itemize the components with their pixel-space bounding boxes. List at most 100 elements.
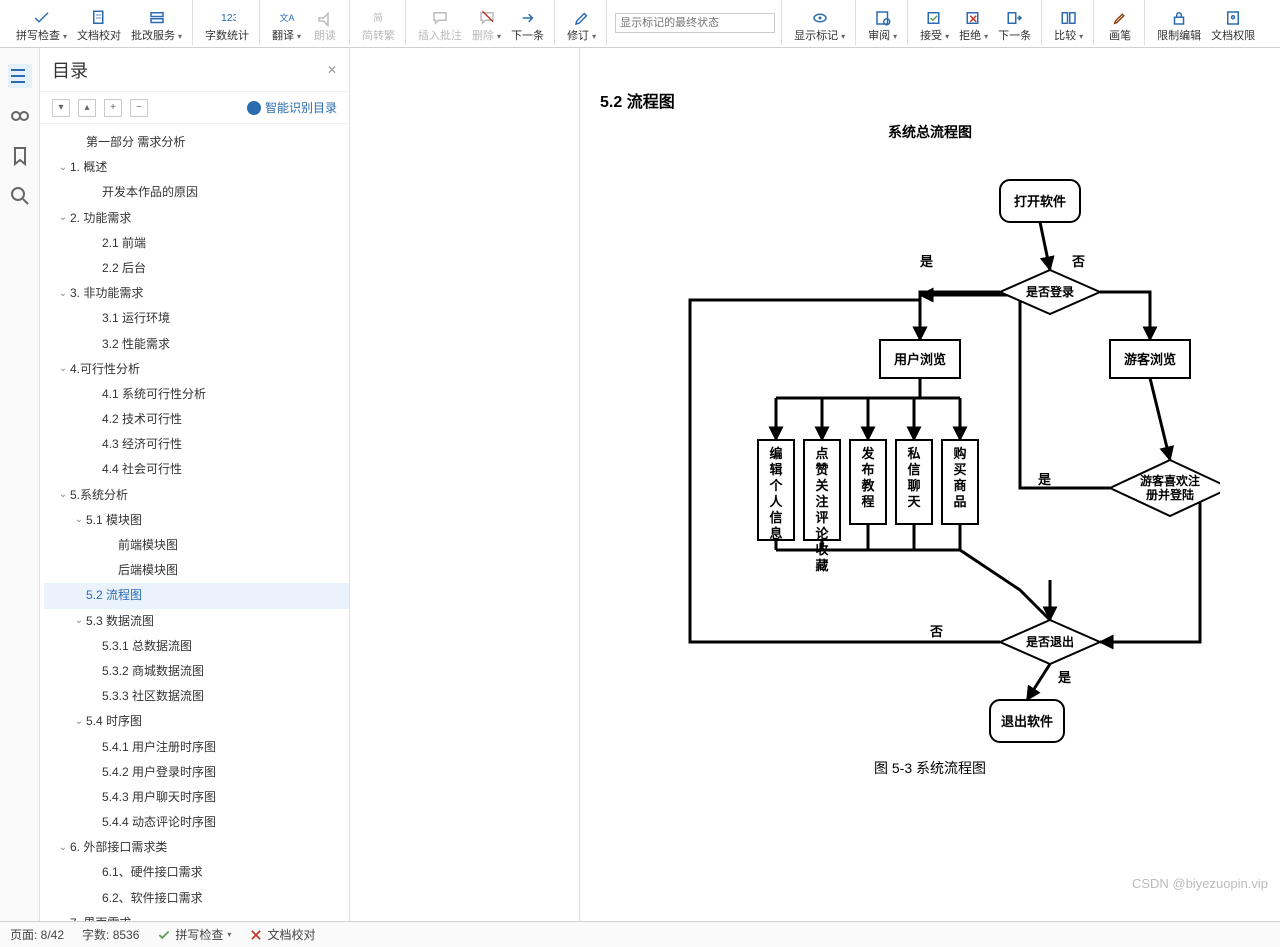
outline-item[interactable]: 4.4 社会可行性 <box>44 457 349 482</box>
outline-item[interactable]: ⌄6. 外部接口需求类 <box>44 835 349 860</box>
outline-tab-icon[interactable] <box>8 64 32 88</box>
toolbar-perm-button[interactable]: 文档权限 <box>1207 1 1259 45</box>
svg-text:信: 信 <box>907 462 920 477</box>
outline-item[interactable]: 4.1 系统可行性分析 <box>44 382 349 407</box>
outline-item[interactable]: 5.3.2 商城数据流图 <box>44 659 349 684</box>
toolbar-check-button[interactable]: 拼写检查 <box>12 1 71 45</box>
outline-item[interactable]: 4.3 经济可行性 <box>44 432 349 457</box>
outline-item-label: 3.1 运行环境 <box>102 309 341 328</box>
outline-item[interactable]: 5.4.2 用户登录时序图 <box>44 760 349 785</box>
collapse-all-icon[interactable]: ▴ <box>78 99 96 117</box>
outline-item[interactable]: ⌄5.3 数据流图 <box>44 609 349 634</box>
toolbar-lock-button[interactable]: 限制编辑 <box>1153 1 1205 45</box>
toolbar-accept-button[interactable]: 接受 <box>916 1 953 45</box>
level-down-icon[interactable]: − <box>130 99 148 117</box>
outline-item[interactable]: ⌄3. 非功能需求 <box>44 281 349 306</box>
outline-item[interactable]: 5.4.3 用户聊天时序图 <box>44 785 349 810</box>
outline-item[interactable]: 后端模块图 <box>44 558 349 583</box>
svg-text:信: 信 <box>769 510 782 525</box>
toolbar-delcomment-button[interactable]: 删除 <box>468 1 505 45</box>
toolbar-eye-button[interactable]: 显示标记 <box>790 1 849 45</box>
outline-item[interactable]: 5.3.3 社区数据流图 <box>44 684 349 709</box>
toolbar-reject-button[interactable]: 拒绝 <box>955 1 992 45</box>
chevron-down-icon[interactable]: ⌄ <box>56 210 70 226</box>
translate-icon: 文A <box>277 8 297 28</box>
link-tab-icon[interactable] <box>8 104 32 128</box>
toolbar-button-label: 修订 <box>567 30 596 43</box>
outline-item[interactable]: 开发本作品的原因 <box>44 180 349 205</box>
toolbar-group: 简简转繁 <box>352 0 406 45</box>
svg-text:是: 是 <box>1057 670 1072 685</box>
chevron-down-icon[interactable]: ⌄ <box>56 160 70 176</box>
outline-item[interactable]: 3.1 运行环境 <box>44 306 349 331</box>
status-words[interactable]: 字数: 8536 <box>82 926 139 943</box>
outline-item[interactable]: 2.1 前端 <box>44 231 349 256</box>
outline-item[interactable]: 5.4.1 用户注册时序图 <box>44 735 349 760</box>
toolbar-server-button[interactable]: 批改服务 <box>127 1 186 45</box>
smart-outline-button[interactable]: 智能识别目录 <box>247 99 337 116</box>
outline-item[interactable]: ⌄2. 功能需求 <box>44 206 349 231</box>
toolbar-nextchange-button[interactable]: 下一条 <box>994 1 1035 45</box>
outline-item[interactable]: 3.2 性能需求 <box>44 332 349 357</box>
outline-item[interactable]: ⌄4.可行性分析 <box>44 357 349 382</box>
outline-item[interactable]: 6.2、软件接口需求 <box>44 886 349 911</box>
outline-item[interactable]: ⌄7. 界面需求 <box>44 911 349 921</box>
toolbar-count-button[interactable]: 123字数统计 <box>201 1 253 45</box>
svg-text:关: 关 <box>815 478 828 493</box>
outline-item-label: 5.3.3 社区数据流图 <box>102 687 341 706</box>
toolbar-button-label: 删除 <box>472 30 501 43</box>
chevron-down-icon[interactable]: ⌄ <box>56 487 70 503</box>
outline-item[interactable]: 第一部分 需求分析 <box>44 130 349 155</box>
toolbar-read-button[interactable]: 朗读 <box>307 1 343 45</box>
chevron-down-icon[interactable]: ⌄ <box>72 613 86 629</box>
outline-item-label: 2.1 前端 <box>102 234 341 253</box>
search-tab-icon[interactable] <box>8 184 32 208</box>
toolbar-convert-button[interactable]: 简简转繁 <box>358 1 399 45</box>
chevron-down-icon[interactable]: ⌄ <box>56 840 70 856</box>
outline-item-label: 7. 界面需求 <box>70 914 341 921</box>
toolbar-comment-button[interactable]: 插入批注 <box>414 1 466 45</box>
outline-item[interactable]: 5.4.4 动态评论时序图 <box>44 810 349 835</box>
nav-rail <box>0 48 40 921</box>
outline-item[interactable]: 6.1、硬件接口需求 <box>44 860 349 885</box>
bookmark-tab-icon[interactable] <box>8 144 32 168</box>
outline-item[interactable]: ⌄5.4 时序图 <box>44 709 349 734</box>
status-bar: 页面: 8/42 字数: 8536 拼写检查▾ 文档校对 <box>0 921 1280 947</box>
close-icon[interactable]: ✕ <box>327 63 337 77</box>
toolbar-next-button[interactable]: 下一条 <box>507 1 548 45</box>
chevron-down-icon[interactable]: ⌄ <box>56 286 70 302</box>
chevron-down-icon[interactable]: ⌄ <box>72 714 86 730</box>
toolbar-group <box>609 0 782 45</box>
outline-item[interactable]: 前端模块图 <box>44 533 349 558</box>
markup-mode-select[interactable] <box>615 13 775 33</box>
toolbar-button-label: 翻译 <box>272 30 301 43</box>
outline-item[interactable]: ⌄1. 概述 <box>44 155 349 180</box>
outline-item[interactable]: 2.2 后台 <box>44 256 349 281</box>
status-proof[interactable]: 文档校对 <box>249 926 315 943</box>
status-proof-label: 文档校对 <box>267 926 315 943</box>
chevron-down-icon[interactable]: ⌄ <box>72 512 86 528</box>
toolbar-review-button[interactable]: 审阅 <box>864 1 901 45</box>
toolbar-pen-button[interactable]: 画笔 <box>1102 1 1138 45</box>
expand-all-icon[interactable]: ▾ <box>52 99 70 117</box>
toolbar-compare-button[interactable]: 比较 <box>1050 1 1087 45</box>
toolbar-doc-button[interactable]: 文档校对 <box>73 1 125 45</box>
level-up-icon[interactable]: + <box>104 99 122 117</box>
toolbar-translate-button[interactable]: 文A 翻译 <box>268 1 305 45</box>
outline-item-label: 4.2 技术可行性 <box>102 410 341 429</box>
outline-item[interactable]: 4.2 技术可行性 <box>44 407 349 432</box>
outline-item[interactable]: 5.2 流程图 <box>44 583 349 608</box>
chevron-down-icon[interactable]: ⌄ <box>56 361 70 377</box>
outline-item[interactable]: ⌄5.系统分析 <box>44 483 349 508</box>
outline-item[interactable]: 5.3.1 总数据流图 <box>44 634 349 659</box>
outline-item-label: 5.4.1 用户注册时序图 <box>102 738 341 757</box>
outline-item[interactable]: ⌄5.1 模块图 <box>44 508 349 533</box>
toolbar-edit-button[interactable]: 修订 <box>563 1 600 45</box>
svg-text:发: 发 <box>860 446 875 461</box>
status-page[interactable]: 页面: 8/42 <box>10 926 64 943</box>
status-spell[interactable]: 拼写检查▾ <box>157 926 231 943</box>
outline-item-label: 2. 功能需求 <box>70 209 341 228</box>
document-area[interactable]: 5.2 流程图 系统总流程图 是否是否否是打开软件是否登录用户浏览游客浏览编辑个… <box>350 48 1280 921</box>
outline-item-label: 4.4 社会可行性 <box>102 460 341 479</box>
outline-tree[interactable]: 第一部分 需求分析⌄1. 概述开发本作品的原因⌄2. 功能需求2.1 前端2.2… <box>40 124 349 921</box>
